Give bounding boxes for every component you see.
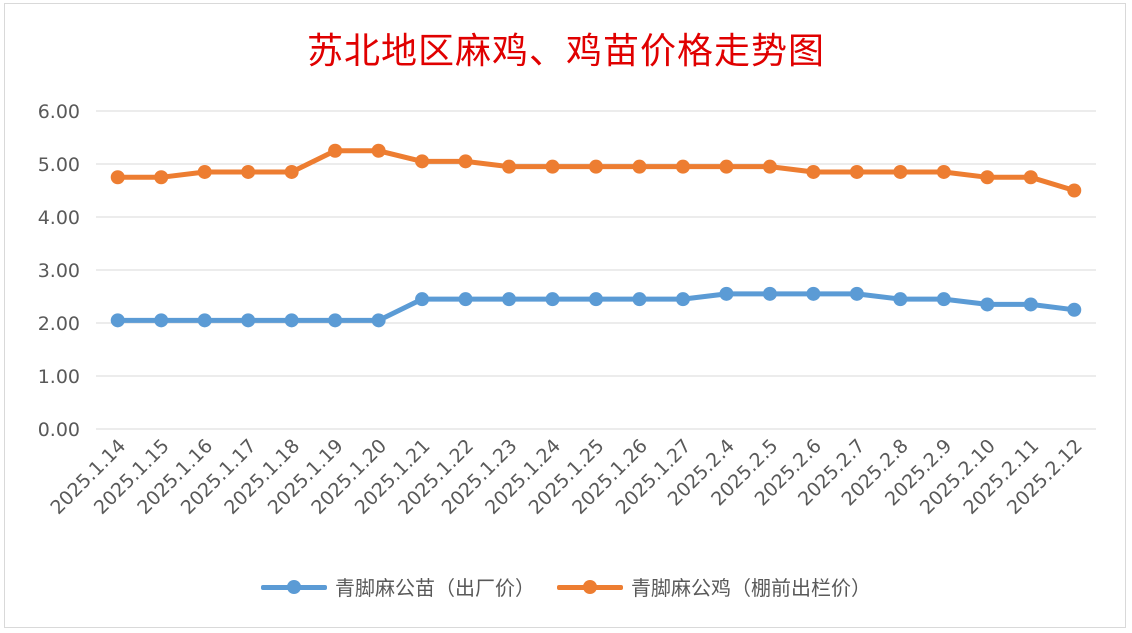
data-point xyxy=(545,292,560,307)
data-point xyxy=(675,292,690,307)
legend-item-rooster: 青脚麻公鸡（棚前出栏价） xyxy=(557,572,871,601)
data-point xyxy=(545,159,560,174)
data-point xyxy=(1023,170,1038,185)
data-point xyxy=(458,292,473,307)
data-point xyxy=(241,164,256,179)
data-point xyxy=(719,159,734,174)
data-point xyxy=(110,170,125,185)
data-point xyxy=(502,159,517,174)
data-point xyxy=(719,286,734,301)
y-tick-label: 1.00 xyxy=(38,366,80,388)
data-point xyxy=(762,159,777,174)
data-point xyxy=(762,286,777,301)
data-point xyxy=(415,292,430,307)
data-point xyxy=(936,292,951,307)
data-point xyxy=(806,286,821,301)
legend: 青脚麻公苗（出厂价） 青脚麻公鸡（棚前出栏价） xyxy=(0,572,1132,601)
data-point xyxy=(589,159,603,174)
y-tick-label: 3.00 xyxy=(38,260,80,282)
data-point xyxy=(284,164,299,179)
y-tick-label: 0.00 xyxy=(38,419,80,441)
data-point xyxy=(675,159,690,174)
legend-swatch-rooster xyxy=(557,578,623,596)
data-point xyxy=(589,292,603,307)
data-point xyxy=(980,170,995,185)
x-axis: 2025.1.142025.1.152025.1.162025.1.172025… xyxy=(46,435,1086,519)
data-point xyxy=(328,313,343,328)
data-point xyxy=(849,286,864,301)
data-point xyxy=(980,297,995,312)
data-point xyxy=(284,313,299,328)
data-point xyxy=(110,313,125,328)
data-point xyxy=(893,164,908,179)
data-point xyxy=(197,164,212,179)
data-point xyxy=(806,164,821,179)
data-point xyxy=(936,164,951,179)
legend-label-rooster: 青脚麻公鸡（棚前出栏价） xyxy=(631,576,871,600)
chart-title: 苏北地区麻鸡、鸡苗价格走势图 xyxy=(306,31,825,72)
data-point xyxy=(371,313,386,328)
data-point xyxy=(415,154,430,169)
y-tick-label: 2.00 xyxy=(38,313,80,335)
data-point xyxy=(241,313,256,328)
data-point xyxy=(1067,302,1082,317)
data-point xyxy=(371,143,386,158)
series-layer xyxy=(110,143,1082,328)
data-point xyxy=(632,159,647,174)
data-point xyxy=(632,292,647,307)
y-axis: 0.00 1.00 2.00 3.00 4.00 5.00 6.00 xyxy=(38,101,80,441)
y-tick-label: 5.00 xyxy=(38,154,80,176)
data-point xyxy=(458,154,473,169)
data-point xyxy=(893,292,908,307)
data-point xyxy=(1067,183,1082,198)
data-point xyxy=(328,143,343,158)
grid-layer xyxy=(96,110,1096,430)
data-point xyxy=(849,164,864,179)
y-tick-label: 6.00 xyxy=(38,101,80,123)
data-point xyxy=(197,313,212,328)
data-point xyxy=(1023,297,1038,312)
legend-item-chick: 青脚麻公苗（出厂价） xyxy=(261,572,535,601)
data-point xyxy=(154,170,169,185)
data-point xyxy=(154,313,169,328)
data-point xyxy=(502,292,517,307)
legend-label-chick: 青脚麻公苗（出厂价） xyxy=(335,576,535,600)
legend-swatch-chick xyxy=(261,578,327,596)
y-tick-label: 4.00 xyxy=(38,207,80,229)
chart-frame xyxy=(4,3,1126,628)
